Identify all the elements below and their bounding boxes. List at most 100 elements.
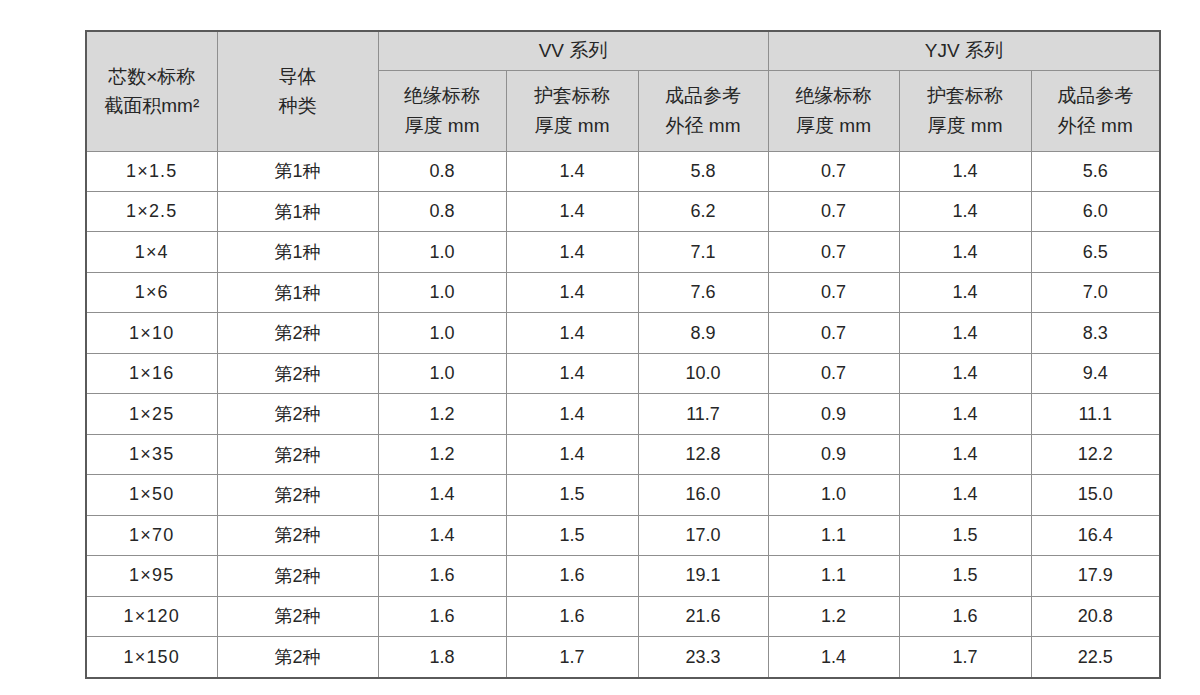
vv-value-cell: 7.6 bbox=[638, 272, 768, 312]
vv-value-cell: 1.4 bbox=[506, 394, 638, 434]
header-vv-sheath: 护套标称 厚度 mm bbox=[506, 70, 638, 151]
yjv-value-cell: 1.7 bbox=[899, 637, 1031, 678]
vv-value-cell: 1.4 bbox=[506, 191, 638, 231]
yjv-value-cell: 1.1 bbox=[768, 515, 899, 555]
header-vv-od-line2: 外径 mm bbox=[639, 111, 768, 140]
conductor-cell: 第1种 bbox=[217, 272, 378, 312]
table-row: 1×10第2种1.01.48.90.71.48.3 bbox=[86, 313, 1160, 353]
yjv-value-cell: 16.4 bbox=[1031, 515, 1160, 555]
header-core-spec: 芯数×标称 截面积mm² bbox=[86, 31, 217, 151]
yjv-value-cell: 1.4 bbox=[899, 475, 1031, 515]
vv-value-cell: 1.4 bbox=[506, 232, 638, 272]
yjv-value-cell: 1.4 bbox=[899, 232, 1031, 272]
conductor-cell: 第2种 bbox=[217, 394, 378, 434]
vv-value-cell: 6.2 bbox=[638, 191, 768, 231]
yjv-value-cell: 8.3 bbox=[1031, 313, 1160, 353]
header-conductor-type-line1: 导体 bbox=[218, 62, 378, 91]
spec-cell: 1×10 bbox=[86, 313, 217, 353]
header-vv-sheath-line2: 厚度 mm bbox=[507, 111, 638, 140]
spec-cell: 1×50 bbox=[86, 475, 217, 515]
header-vv-sheath-line1: 护套标称 bbox=[507, 81, 638, 110]
vv-value-cell: 11.7 bbox=[638, 394, 768, 434]
spec-cell: 1×1.5 bbox=[86, 151, 217, 191]
table-row: 1×95第2种1.61.619.11.11.517.9 bbox=[86, 556, 1160, 596]
vv-value-cell: 1.2 bbox=[378, 434, 506, 474]
vv-value-cell: 1.4 bbox=[506, 272, 638, 312]
table-row: 1×150第2种1.81.723.31.41.722.5 bbox=[86, 637, 1160, 678]
yjv-value-cell: 1.5 bbox=[899, 556, 1031, 596]
vv-value-cell: 21.6 bbox=[638, 596, 768, 636]
spec-cell: 1×4 bbox=[86, 232, 217, 272]
header-group-yjv: YJV 系列 bbox=[768, 31, 1160, 70]
table-row: 1×50第2种1.41.516.01.01.415.0 bbox=[86, 475, 1160, 515]
yjv-value-cell: 1.4 bbox=[899, 191, 1031, 231]
header-yjv-od: 成品参考 外径 mm bbox=[1031, 70, 1160, 151]
conductor-cell: 第2种 bbox=[217, 353, 378, 393]
yjv-value-cell: 1.4 bbox=[768, 637, 899, 678]
header-yjv-insulation: 绝缘标称 厚度 mm bbox=[768, 70, 899, 151]
yjv-value-cell: 22.5 bbox=[1031, 637, 1160, 678]
header-yjv-insulation-line1: 绝缘标称 bbox=[769, 81, 899, 110]
yjv-value-cell: 9.4 bbox=[1031, 353, 1160, 393]
yjv-value-cell: 0.7 bbox=[768, 232, 899, 272]
header-vv-insulation: 绝缘标称 厚度 mm bbox=[378, 70, 506, 151]
spec-cell: 1×2.5 bbox=[86, 191, 217, 231]
vv-value-cell: 12.8 bbox=[638, 434, 768, 474]
yjv-value-cell: 1.4 bbox=[899, 394, 1031, 434]
cable-spec-table: 芯数×标称 截面积mm² 导体 种类 VV 系列 YJV 系列 绝缘标称 厚度 … bbox=[85, 30, 1161, 679]
yjv-value-cell: 1.6 bbox=[899, 596, 1031, 636]
vv-value-cell: 1.8 bbox=[378, 637, 506, 678]
table-row: 1×120第2种1.61.621.61.21.620.8 bbox=[86, 596, 1160, 636]
spec-cell: 1×25 bbox=[86, 394, 217, 434]
yjv-value-cell: 1.4 bbox=[899, 313, 1031, 353]
vv-value-cell: 1.4 bbox=[506, 313, 638, 353]
header-core-spec-line1: 芯数×标称 bbox=[87, 62, 217, 91]
spec-cell: 1×120 bbox=[86, 596, 217, 636]
spec-cell: 1×95 bbox=[86, 556, 217, 596]
yjv-value-cell: 6.0 bbox=[1031, 191, 1160, 231]
vv-value-cell: 0.8 bbox=[378, 191, 506, 231]
header-yjv-sheath-line1: 护套标称 bbox=[900, 81, 1031, 110]
yjv-value-cell: 0.9 bbox=[768, 434, 899, 474]
page: 芯数×标称 截面积mm² 导体 种类 VV 系列 YJV 系列 绝缘标称 厚度 … bbox=[0, 0, 1200, 695]
table-row: 1×4第1种1.01.47.10.71.46.5 bbox=[86, 232, 1160, 272]
table-row: 1×35第2种1.21.412.80.91.412.2 bbox=[86, 434, 1160, 474]
table-row: 1×1.5第1种0.81.45.80.71.45.6 bbox=[86, 151, 1160, 191]
vv-value-cell: 19.1 bbox=[638, 556, 768, 596]
table-body: 1×1.5第1种0.81.45.80.71.45.61×2.5第1种0.81.4… bbox=[86, 151, 1160, 678]
header-yjv-insulation-line2: 厚度 mm bbox=[769, 111, 899, 140]
header-conductor-type-line2: 种类 bbox=[218, 91, 378, 120]
vv-value-cell: 1.2 bbox=[378, 394, 506, 434]
yjv-value-cell: 5.6 bbox=[1031, 151, 1160, 191]
vv-value-cell: 1.7 bbox=[506, 637, 638, 678]
vv-value-cell: 5.8 bbox=[638, 151, 768, 191]
vv-value-cell: 1.0 bbox=[378, 272, 506, 312]
yjv-value-cell: 6.5 bbox=[1031, 232, 1160, 272]
vv-value-cell: 7.1 bbox=[638, 232, 768, 272]
conductor-cell: 第2种 bbox=[217, 434, 378, 474]
yjv-value-cell: 11.1 bbox=[1031, 394, 1160, 434]
yjv-value-cell: 15.0 bbox=[1031, 475, 1160, 515]
yjv-value-cell: 0.7 bbox=[768, 353, 899, 393]
conductor-cell: 第2种 bbox=[217, 637, 378, 678]
conductor-cell: 第1种 bbox=[217, 232, 378, 272]
spec-cell: 1×16 bbox=[86, 353, 217, 393]
vv-value-cell: 1.5 bbox=[506, 515, 638, 555]
header-yjv-sheath-line2: 厚度 mm bbox=[900, 111, 1031, 140]
header-core-spec-line2: 截面积mm² bbox=[87, 91, 217, 120]
vv-value-cell: 1.4 bbox=[506, 434, 638, 474]
yjv-value-cell: 1.2 bbox=[768, 596, 899, 636]
yjv-value-cell: 7.0 bbox=[1031, 272, 1160, 312]
conductor-cell: 第1种 bbox=[217, 151, 378, 191]
conductor-cell: 第2种 bbox=[217, 475, 378, 515]
vv-value-cell: 1.0 bbox=[378, 353, 506, 393]
header-group-vv: VV 系列 bbox=[378, 31, 768, 70]
table-row: 1×6第1种1.01.47.60.71.47.0 bbox=[86, 272, 1160, 312]
vv-value-cell: 1.6 bbox=[506, 596, 638, 636]
header-vv-od: 成品参考 外径 mm bbox=[638, 70, 768, 151]
conductor-cell: 第2种 bbox=[217, 515, 378, 555]
vv-value-cell: 1.6 bbox=[378, 596, 506, 636]
vv-value-cell: 17.0 bbox=[638, 515, 768, 555]
vv-value-cell: 1.4 bbox=[378, 475, 506, 515]
vv-value-cell: 1.5 bbox=[506, 475, 638, 515]
